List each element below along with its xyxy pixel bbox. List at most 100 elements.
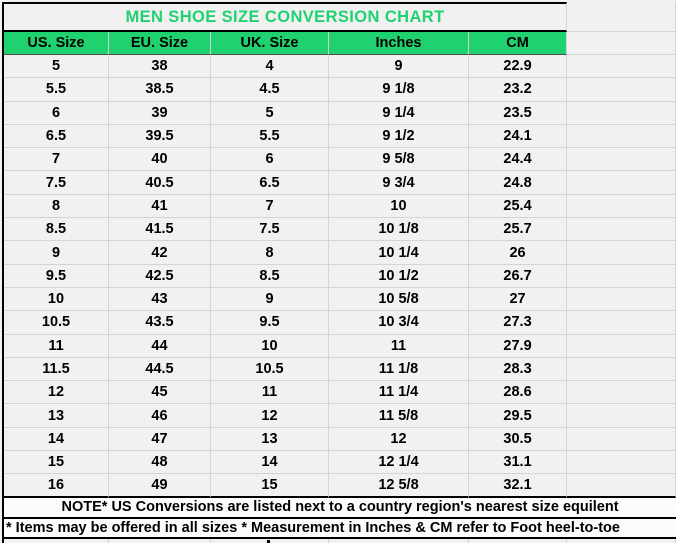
cell-uk[interactable]: 8 xyxy=(211,241,329,265)
empty-cell[interactable] xyxy=(567,451,676,475)
cell-inches[interactable]: 9 5/8 xyxy=(329,148,469,172)
empty-cell[interactable] xyxy=(567,538,676,543)
empty-cell[interactable] xyxy=(109,538,211,543)
cell-cm[interactable]: 24.8 xyxy=(469,171,568,195)
cell-us[interactable]: 13 xyxy=(4,404,109,428)
cell-uk[interactable]: 15 xyxy=(211,474,329,498)
cell-uk[interactable]: 8.5 xyxy=(211,264,329,288)
cell-uk[interactable]: 6.5 xyxy=(211,171,329,195)
cell-uk[interactable]: 6 xyxy=(211,148,329,172)
cell-cm[interactable]: 23.5 xyxy=(469,101,568,125)
empty-cell[interactable] xyxy=(567,218,676,242)
column-header-eu-size[interactable]: EU. Size xyxy=(109,32,211,55)
cell-uk[interactable]: 7.5 xyxy=(211,218,329,242)
cell-eu[interactable]: 45 xyxy=(109,381,211,405)
cell-cm[interactable]: 23.2 xyxy=(469,78,568,102)
cell-us[interactable]: 6 xyxy=(4,101,109,125)
cell-eu[interactable]: 49 xyxy=(109,474,211,498)
cell-cm[interactable]: 27 xyxy=(469,287,568,312)
cell-us[interactable]: 8 xyxy=(4,194,109,219)
cell-inches[interactable]: 11 5/8 xyxy=(329,404,469,428)
cell-us[interactable]: 6.5 xyxy=(4,124,109,149)
cell-eu[interactable]: 48 xyxy=(109,451,211,475)
empty-cell[interactable] xyxy=(567,287,676,312)
cell-inches[interactable]: 10 xyxy=(329,194,469,219)
cell-cm[interactable]: 27.9 xyxy=(469,334,568,358)
cell-cm[interactable]: 24.4 xyxy=(469,148,568,172)
cell-eu[interactable]: 38 xyxy=(109,55,211,79)
cell-inches[interactable]: 9 3/4 xyxy=(329,171,469,195)
cell-us[interactable]: 10.5 xyxy=(4,311,109,335)
cell-us[interactable]: 7 xyxy=(4,148,109,172)
cell-us[interactable]: 12 xyxy=(4,381,109,405)
empty-cell[interactable] xyxy=(567,171,676,195)
empty-cell[interactable] xyxy=(567,264,676,288)
cell-uk[interactable]: 10.5 xyxy=(211,357,329,382)
cell-cm[interactable]: 24.1 xyxy=(469,124,568,149)
empty-cell[interactable] xyxy=(567,241,676,265)
cell-inches[interactable]: 9 1/2 xyxy=(329,124,469,149)
cell-uk[interactable]: 10 xyxy=(211,334,329,358)
cell-uk[interactable]: 7 xyxy=(211,194,329,219)
cell-eu[interactable]: 42.5 xyxy=(109,264,211,288)
column-header-cm[interactable]: CM xyxy=(469,32,568,55)
cell-cm[interactable]: 30.5 xyxy=(469,427,568,452)
empty-cell[interactable] xyxy=(567,357,676,382)
cell-inches[interactable]: 12 xyxy=(329,427,469,452)
cell-uk[interactable]: 9.5 xyxy=(211,311,329,335)
cell-uk[interactable]: 14 xyxy=(211,451,329,475)
cell-uk[interactable]: 4.5 xyxy=(211,78,329,102)
cell-us[interactable]: 7.5 xyxy=(4,171,109,195)
cell-inches[interactable]: 10 5/8 xyxy=(329,287,469,312)
empty-cell[interactable] xyxy=(567,124,676,149)
cell-cm[interactable]: 25.4 xyxy=(469,194,568,219)
cell-us[interactable]: 8.5 xyxy=(4,218,109,242)
cell-eu[interactable]: 43.5 xyxy=(109,311,211,335)
cell-uk[interactable]: 9 xyxy=(211,287,329,312)
cell-eu[interactable]: 39.5 xyxy=(109,124,211,149)
cell-uk[interactable]: 5 xyxy=(211,101,329,125)
cell-eu[interactable]: 40 xyxy=(109,148,211,172)
empty-cell[interactable] xyxy=(567,404,676,428)
cell-us[interactable]: 9 xyxy=(4,241,109,265)
empty-cell[interactable] xyxy=(567,381,676,405)
empty-cell[interactable] xyxy=(567,334,676,358)
cell-eu[interactable]: 46 xyxy=(109,404,211,428)
cell-inches[interactable]: 12 1/4 xyxy=(329,451,469,475)
empty-cell[interactable] xyxy=(567,55,676,79)
empty-cell[interactable] xyxy=(567,78,676,102)
cell-cm[interactable]: 29.5 xyxy=(469,404,568,428)
cell-inches[interactable]: 9 xyxy=(329,55,469,79)
cell-inches[interactable]: 10 1/2 xyxy=(329,264,469,288)
cell-eu[interactable]: 44 xyxy=(109,334,211,358)
cell-inches[interactable]: 11 1/8 xyxy=(329,357,469,382)
empty-cell[interactable] xyxy=(567,148,676,172)
cell-us[interactable]: 5 xyxy=(4,55,109,79)
cell-us[interactable]: 10 xyxy=(4,287,109,312)
cell-us[interactable]: 5.5 xyxy=(4,78,109,102)
cell-cm[interactable]: 32.1 xyxy=(469,474,568,498)
cell-inches[interactable]: 10 3/4 xyxy=(329,311,469,335)
empty-cell[interactable] xyxy=(567,311,676,335)
cell-eu[interactable]: 42 xyxy=(109,241,211,265)
cell-inches[interactable]: 12 5/8 xyxy=(329,474,469,498)
cell-cm[interactable]: 25.7 xyxy=(469,218,568,242)
cell-cm[interactable]: 26.7 xyxy=(469,264,568,288)
empty-cell[interactable] xyxy=(567,194,676,219)
column-header-uk-size[interactable]: UK. Size xyxy=(211,32,329,55)
cell-eu[interactable]: 44.5 xyxy=(109,357,211,382)
empty-cell[interactable] xyxy=(567,32,676,55)
cell-us[interactable]: 11 xyxy=(4,334,109,358)
cell-cm[interactable]: 26 xyxy=(469,241,568,265)
cell-us[interactable]: 9.5 xyxy=(4,264,109,288)
empty-cell[interactable] xyxy=(567,474,676,498)
cell-cm[interactable]: 22.9 xyxy=(469,55,568,79)
cell-uk[interactable]: 13 xyxy=(211,427,329,452)
empty-cell[interactable] xyxy=(469,538,568,543)
empty-cell[interactable] xyxy=(567,427,676,452)
cell-eu[interactable]: 43 xyxy=(109,287,211,312)
cell-cm[interactable]: 28.3 xyxy=(469,357,568,382)
empty-cell[interactable] xyxy=(4,538,109,543)
cell-eu[interactable]: 40.5 xyxy=(109,171,211,195)
cell-inches[interactable]: 11 1/4 xyxy=(329,381,469,405)
